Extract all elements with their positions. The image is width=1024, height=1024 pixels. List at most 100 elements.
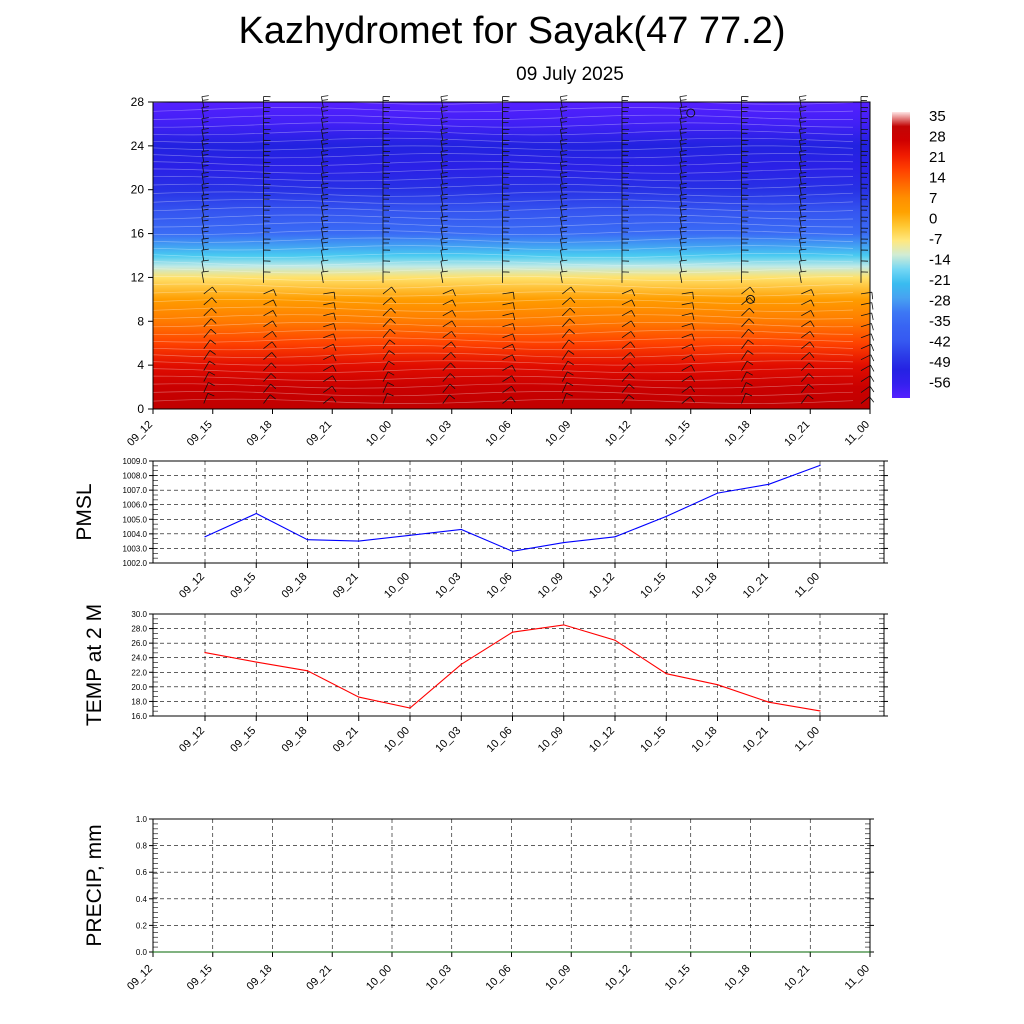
wind-barb <box>621 150 630 163</box>
y-tick-label: 0.8 <box>136 842 148 851</box>
temp-panel: 16.0 18.0 20.0 22.0 24.0 26.0 28.0 30.0 09_12 09_… <box>83 604 888 755</box>
wind-barb <box>442 341 456 350</box>
wind-barb <box>321 226 329 240</box>
contour-line <box>152 306 854 312</box>
data-point <box>510 951 513 953</box>
wind-barb <box>799 193 807 207</box>
x-tick-label: 09_21 <box>304 963 334 993</box>
wind-barb <box>801 362 815 371</box>
wind-barb <box>382 129 391 141</box>
wind-barb <box>263 129 271 141</box>
x-tick-label: 10_18 <box>690 725 720 755</box>
contour-line <box>152 130 854 136</box>
wind-barb <box>621 260 630 272</box>
wind-barb <box>681 323 695 331</box>
wind-barb <box>382 150 391 163</box>
data-point <box>271 951 274 953</box>
data-point <box>563 624 565 626</box>
data-point <box>152 951 154 953</box>
data-point <box>716 684 719 686</box>
wind-barb <box>321 139 329 152</box>
wind-barb <box>382 297 397 306</box>
precip-panel: 0.0 0.2 0.4 0.6 0.8 1.0 09_12 09_15 09_18 09_21 10… <box>83 815 874 993</box>
wind-barb <box>321 270 329 283</box>
wind-barb <box>440 226 448 240</box>
x-tick-label: 10_06 <box>484 963 514 993</box>
heatmap-y-tick-label: 4 <box>137 358 144 372</box>
x-tick-label: 09_15 <box>228 725 258 755</box>
wind-barb <box>561 360 575 371</box>
x-tick-label: 09_15 <box>185 963 215 993</box>
colorbar-label: -56 <box>929 375 951 392</box>
contour-line <box>152 398 854 404</box>
wind-barb <box>741 392 753 404</box>
wind-barb <box>799 117 807 130</box>
wind-barb <box>562 318 575 328</box>
wind-barb <box>442 310 456 317</box>
wind-barb <box>741 227 749 240</box>
contour-line <box>152 145 854 151</box>
wind-barb <box>860 354 875 362</box>
wind-barb <box>860 271 869 283</box>
wind-barb <box>201 248 209 262</box>
wind-barb <box>263 330 277 339</box>
x-tick-label: 10_18 <box>690 571 720 601</box>
wind-barb <box>203 318 217 328</box>
x-tick-label: 10_09 <box>543 963 573 993</box>
wind-barb <box>203 328 217 338</box>
wind-barb <box>560 226 568 240</box>
wind-barb <box>263 118 271 130</box>
wind-barb <box>321 182 329 196</box>
x-tick-label: 10_09 <box>536 725 566 755</box>
wind-barb <box>681 396 695 404</box>
wind-barb <box>440 215 448 229</box>
data-point <box>614 536 616 538</box>
wind-barb <box>681 364 695 372</box>
wind-barb <box>502 205 510 218</box>
wind-barb <box>203 286 217 295</box>
wind-barb <box>679 237 687 251</box>
wind-barb <box>679 215 687 229</box>
wind-barb <box>502 107 510 119</box>
data-point <box>331 951 333 953</box>
x-tick-label: 10_18 <box>723 963 753 993</box>
wind-barb <box>502 343 516 351</box>
y-tick-label: 0.0 <box>136 948 148 957</box>
wind-barb <box>440 270 448 283</box>
wind-barb <box>502 118 510 130</box>
wind-barb <box>860 172 869 185</box>
wind-barb <box>201 128 209 141</box>
heatmap-x-tick-label: 10_03 <box>424 419 454 449</box>
heatmap-x-tick-label: 10_15 <box>663 419 693 449</box>
x-tick-label: 10_06 <box>485 571 515 601</box>
x-tick-label: 10_15 <box>638 725 668 755</box>
colorbar-label: 0 <box>929 211 937 228</box>
wind-barb <box>560 204 568 218</box>
wind-barb <box>382 118 391 130</box>
wind-barb <box>741 139 749 152</box>
wind-barb <box>321 215 329 229</box>
x-tick-label: 09_21 <box>331 571 361 601</box>
heatmap-y-tick-label: 12 <box>131 270 145 284</box>
data-point <box>409 707 411 709</box>
wind-barb <box>502 150 510 163</box>
wind-barb <box>382 318 396 328</box>
colorbar-label: 7 <box>929 190 937 207</box>
wind-barb <box>502 364 516 372</box>
heatmap-x-tick-label: 10_21 <box>782 419 812 449</box>
wind-barb <box>801 373 814 382</box>
x-tick-label: 10_03 <box>433 571 463 601</box>
wind-barb <box>621 341 636 350</box>
wind-barb <box>502 291 515 300</box>
wind-barb <box>679 117 687 130</box>
wind-barb <box>382 328 396 338</box>
wind-barb <box>263 320 277 328</box>
x-tick-label: 10_09 <box>536 571 566 601</box>
wind-barb <box>263 238 271 250</box>
colorbar-label: -42 <box>929 334 951 351</box>
data-point <box>511 631 514 633</box>
data-point <box>768 701 770 703</box>
contour-line <box>152 153 854 159</box>
wind-barb <box>741 238 749 250</box>
wind-barb <box>382 360 395 371</box>
